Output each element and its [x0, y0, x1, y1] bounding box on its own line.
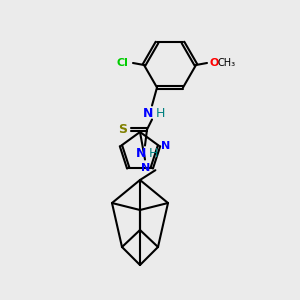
Text: H: H	[148, 147, 158, 160]
Text: N: N	[161, 141, 170, 151]
Text: O: O	[210, 58, 219, 68]
Text: N: N	[140, 163, 150, 173]
Text: H: H	[155, 107, 165, 120]
Text: S: S	[118, 123, 127, 136]
Text: N: N	[136, 147, 146, 160]
Text: N: N	[143, 107, 153, 120]
Text: CH₃: CH₃	[218, 58, 236, 68]
Text: Cl: Cl	[116, 58, 128, 68]
